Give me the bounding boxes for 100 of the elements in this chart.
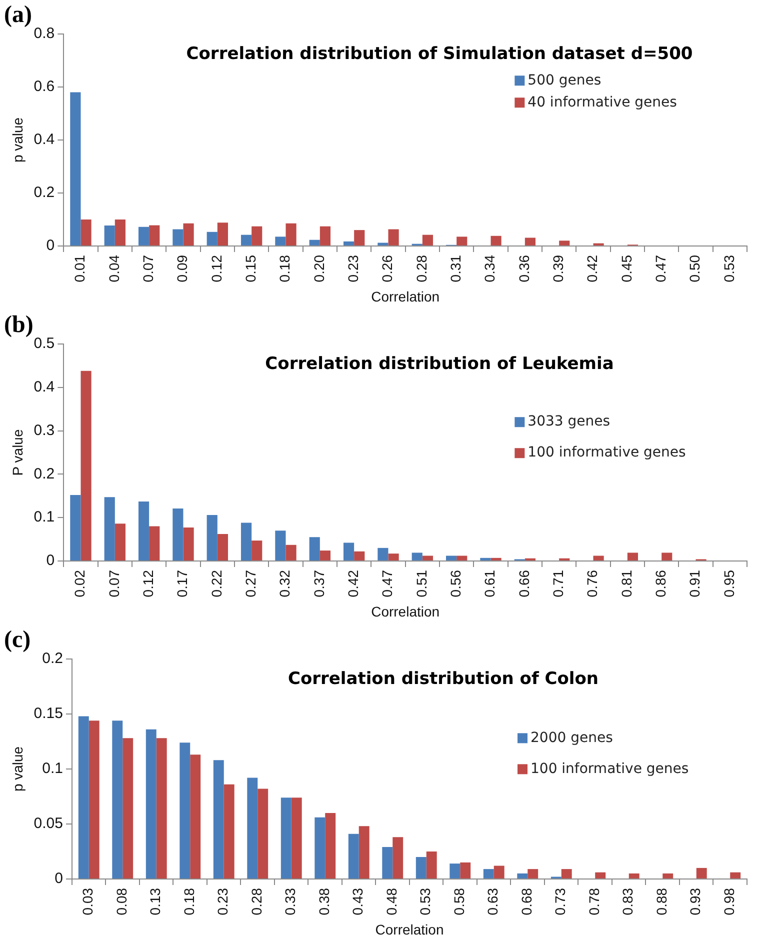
- bar: [730, 872, 741, 878]
- bar: [80, 370, 92, 560]
- bar: [388, 554, 399, 560]
- bar: [460, 862, 471, 878]
- x-tick-label: 0.93: [687, 888, 704, 916]
- bar: [240, 522, 252, 560]
- x-tick-label: 0.23: [344, 254, 361, 282]
- bar: [247, 778, 258, 878]
- x-tick-label: 0.33: [282, 888, 298, 916]
- bar: [480, 558, 491, 560]
- x-tick-label: 0.73: [552, 888, 568, 916]
- legend-label: 100 informative genes: [528, 444, 686, 461]
- bar: [114, 524, 126, 560]
- bar: [104, 226, 115, 246]
- bar: [180, 742, 190, 878]
- text: Correlation distribution of Leukemia: [265, 354, 614, 374]
- y-tick-label: 0: [54, 870, 63, 888]
- bar: [156, 738, 167, 878]
- x-tick-label: 0.12: [140, 570, 156, 598]
- y-tick-label: 0.2: [34, 465, 55, 482]
- bar: [494, 866, 504, 878]
- x-tick-label: 0.76: [584, 570, 600, 598]
- bar: [662, 873, 674, 878]
- bar: [217, 222, 228, 246]
- bar: [104, 497, 115, 560]
- bar: [88, 720, 100, 878]
- y-axis-title: p value: [9, 746, 26, 792]
- x-tick-label: 0.47: [652, 254, 668, 282]
- bar: [528, 869, 538, 878]
- bar: [354, 551, 365, 560]
- x-tick-label: 0.20: [310, 254, 327, 282]
- bar: [252, 226, 262, 246]
- bar: [343, 542, 354, 560]
- x-tick-label: 0.71: [550, 570, 566, 598]
- y-tick-label: 0.1: [42, 760, 63, 778]
- bar: [382, 847, 393, 878]
- x-tick-label: 0.48: [383, 888, 400, 916]
- x-tick-label: 0.98: [720, 888, 737, 916]
- text: (a): [4, 2, 32, 29]
- x-tick-label: 0.02: [72, 570, 88, 598]
- bar: [483, 869, 494, 878]
- bar: [172, 229, 184, 246]
- x-tick-label: 0.51: [413, 570, 430, 598]
- y-tick-label: 0: [46, 237, 55, 254]
- legend-label: 40 informative genes: [528, 94, 677, 110]
- x-tick-label: 0.45: [618, 254, 634, 282]
- y-tick-label: 0: [46, 552, 55, 570]
- x-axis-title: Correlation: [371, 288, 440, 304]
- x-tick-label: 0.47: [379, 570, 396, 598]
- x-tick-label: 0.13: [147, 888, 164, 916]
- bar: [190, 754, 201, 878]
- bar: [343, 241, 354, 246]
- bar: [286, 544, 296, 560]
- bar: [172, 508, 184, 560]
- bar: [348, 834, 359, 878]
- x-tick-label: 0.18: [276, 254, 293, 282]
- x-tick-label: 0.01: [72, 254, 88, 282]
- bar: [422, 556, 433, 560]
- x-tick-label: 0.26: [379, 254, 396, 282]
- bar: [291, 798, 302, 878]
- bar: [517, 873, 528, 878]
- x-tick-label: 0.15: [242, 254, 258, 282]
- y-tick-label: 0.6: [34, 78, 55, 96]
- x-tick-label: 0.37: [310, 570, 327, 598]
- legend-label: 100 informative genes: [530, 760, 689, 777]
- bar: [627, 552, 638, 560]
- text: (b): [4, 312, 34, 339]
- x-tick-label: 0.43: [350, 888, 366, 916]
- bar: [595, 872, 606, 878]
- x-tick-label: 0.12: [208, 254, 224, 282]
- bar: [122, 738, 134, 878]
- bar: [252, 540, 262, 560]
- x-tick-label: 0.83: [620, 888, 636, 916]
- bar: [78, 716, 89, 878]
- text: Correlation distribution of Colon: [288, 668, 599, 689]
- bar: [358, 826, 370, 878]
- bar: [138, 226, 150, 246]
- x-tick-label: 0.95: [720, 570, 737, 598]
- x-tick-label: 0.56: [447, 570, 464, 598]
- bar: [206, 232, 218, 246]
- bar: [286, 223, 296, 246]
- bar: [146, 729, 156, 878]
- bar: [524, 238, 536, 246]
- bar: [416, 856, 426, 878]
- x-tick-label: 0.18: [180, 888, 197, 916]
- y-tick-label: 0.8: [34, 25, 55, 42]
- x-tick-label: 0.39: [550, 254, 566, 282]
- bar: [490, 236, 502, 246]
- x-axis-title: Correlation: [371, 603, 440, 620]
- bar: [320, 550, 330, 560]
- bar: [325, 812, 336, 878]
- y-tick-label: 0.3: [34, 422, 55, 439]
- x-tick-label: 0.68: [518, 888, 534, 916]
- x-tick-label: 0.03: [80, 888, 96, 916]
- legend-label: 3033 genes: [528, 414, 610, 430]
- bar: [593, 556, 604, 560]
- bar: [206, 514, 218, 560]
- x-tick-label: 0.08: [113, 888, 130, 916]
- bar: [378, 242, 388, 246]
- x-tick-label: 0.66: [516, 570, 532, 598]
